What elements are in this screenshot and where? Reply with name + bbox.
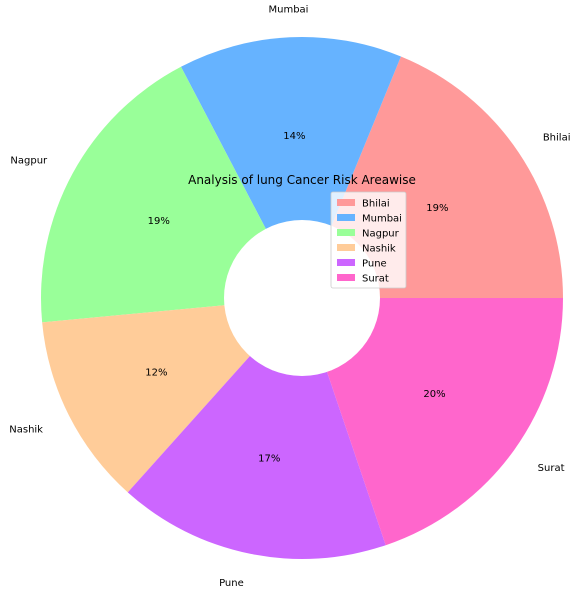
legend-swatch-surat xyxy=(337,274,355,281)
legend-label-nagpur: Nagpur xyxy=(362,229,400,240)
category-label-mumbai: Mumbai xyxy=(268,4,308,15)
labels-layer: 19% Bhilai 14% Mumbai 19% Nagpur 12% Nashik 17% P… xyxy=(9,4,570,589)
percent-label-nashik: 12% xyxy=(145,367,167,378)
legend-swatch-mumbai xyxy=(337,214,355,221)
percent-label-nagpur: 19% xyxy=(148,216,170,227)
legend: Bhilai Mumbai Nagpur Nashik Pune Surat xyxy=(330,191,407,289)
legend-swatch-nashik xyxy=(337,244,355,251)
category-label-bhilai: Bhilai xyxy=(543,132,571,143)
percent-label-surat: 20% xyxy=(423,389,445,400)
category-label-surat: Surat xyxy=(538,463,565,474)
percent-label-pune: 17% xyxy=(258,454,280,465)
legend-label-nashik: Nashik xyxy=(362,244,396,255)
category-label-pune: Pune xyxy=(219,578,244,589)
pie-slice-mumbai xyxy=(180,37,401,299)
legend-label-bhilai: Bhilai xyxy=(362,199,390,210)
percent-label-mumbai: 14% xyxy=(283,131,305,142)
category-label-nashik: Nashik xyxy=(9,424,43,435)
category-label-nagpur: Nagpur xyxy=(10,156,48,167)
legend-swatch-bhilai xyxy=(337,199,355,206)
chart-title: Analysis of lung Cancer Risk Areawise xyxy=(188,173,416,187)
pie-slice-nashik xyxy=(42,298,302,493)
legend-label-mumbai: Mumbai xyxy=(362,214,402,225)
legend-swatch-nagpur xyxy=(337,229,355,236)
percent-label-bhilai: 19% xyxy=(426,203,448,214)
pie-slice-surat xyxy=(302,298,563,546)
legend-label-pune: Pune xyxy=(362,259,387,270)
legend-swatch-pune xyxy=(337,259,355,266)
legend-label-surat: Surat xyxy=(362,274,389,285)
